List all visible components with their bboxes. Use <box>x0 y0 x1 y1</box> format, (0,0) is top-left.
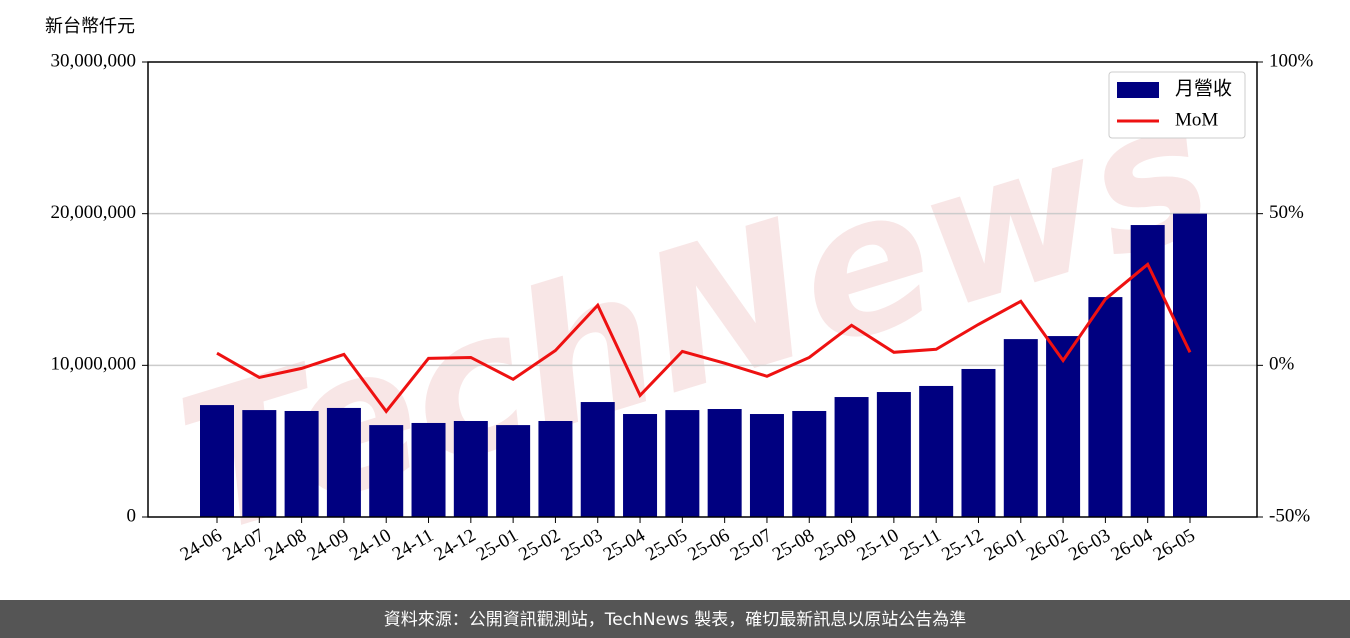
x-tick-label: 24-11 <box>389 525 437 565</box>
bar <box>919 385 954 517</box>
legend-swatch <box>1117 82 1159 98</box>
footer-bar <box>0 600 1350 638</box>
y2-tick-label: 100% <box>1269 50 1314 71</box>
bar <box>665 410 700 517</box>
bar <box>834 397 869 517</box>
bar <box>369 425 404 517</box>
bar <box>1003 339 1038 517</box>
bar <box>538 420 573 517</box>
bar <box>876 392 911 517</box>
y-tick-label: 0 <box>127 505 137 526</box>
x-tick-label: 25-08 <box>769 525 818 565</box>
bar <box>453 420 488 517</box>
x-tick-label: 24-12 <box>431 525 480 565</box>
x-tick-label: 25-10 <box>854 525 903 565</box>
x-tick-label: 25-03 <box>558 525 607 565</box>
y-tick-label: 30,000,000 <box>51 50 137 71</box>
x-tick-label: 25-01 <box>473 525 522 565</box>
x-tick-label: 25-05 <box>642 525 691 565</box>
bar <box>242 410 277 517</box>
footer: 資料來源：公開資訊觀測站，TechNews 製表，確切最新訊息以原站公告為準 <box>384 610 966 630</box>
x-tick-label: 26-01 <box>981 525 1030 565</box>
bar <box>961 368 996 517</box>
x-tick-label: 25-12 <box>938 525 987 565</box>
legend-label: 月營收 <box>1175 77 1232 99</box>
legend-label: MoM <box>1175 109 1218 130</box>
bar <box>580 402 615 517</box>
x-tick-label: 26-03 <box>1065 525 1114 565</box>
bar <box>1173 213 1207 517</box>
y-axis-unit: 新台幣仟元 <box>45 16 135 37</box>
x-tick-label: 26-05 <box>1150 525 1199 565</box>
y2-tick-label: 50% <box>1269 202 1304 223</box>
x-tick-label: 25-09 <box>811 525 860 565</box>
x-tick-label: 25-07 <box>727 525 776 565</box>
x-tick-label: 26-02 <box>1023 525 1072 565</box>
x-tick-label: 25-06 <box>684 525 733 565</box>
bar <box>792 410 827 517</box>
bar <box>749 414 784 517</box>
line <box>216 261 1192 414</box>
y-tick-label: 10,000,000 <box>51 354 137 375</box>
plot-frame <box>147 61 1258 518</box>
bar <box>1088 297 1123 517</box>
bar <box>1046 336 1081 517</box>
bar <box>1130 225 1165 517</box>
y2-tick-label: 0% <box>1269 354 1295 375</box>
x-tick-label: 25-04 <box>600 525 649 566</box>
bar <box>326 407 361 517</box>
bar <box>623 414 658 517</box>
bar <box>200 405 234 517</box>
bar <box>707 409 742 517</box>
x-tick-label: 25-02 <box>515 525 564 565</box>
x-tick-label: 25-11 <box>897 525 945 565</box>
y2-tick-label: -50% <box>1269 505 1310 526</box>
bar <box>284 410 319 517</box>
bar <box>496 425 531 517</box>
bar <box>411 422 446 517</box>
y-tick-label: 20,000,000 <box>51 202 137 223</box>
x-tick-label: 26-04 <box>1107 525 1156 566</box>
